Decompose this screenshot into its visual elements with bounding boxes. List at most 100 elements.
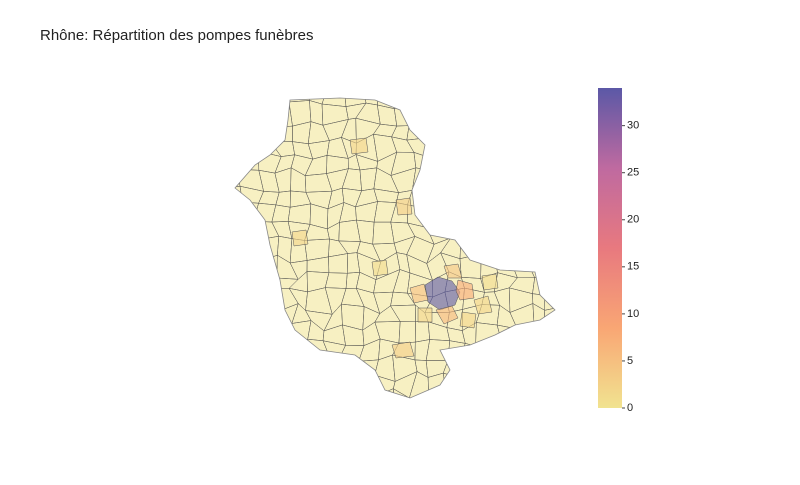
commune — [310, 406, 331, 429]
commune — [447, 398, 467, 412]
colorbar-tick-label: 10 — [627, 308, 639, 320]
commune — [542, 356, 555, 379]
commune — [461, 172, 484, 195]
commune — [258, 120, 272, 143]
commune-highlight — [391, 341, 415, 359]
commune — [512, 221, 533, 245]
commune — [425, 137, 447, 157]
commune — [235, 372, 248, 398]
commune — [496, 209, 518, 222]
commune-highlight — [435, 305, 459, 325]
commune — [549, 255, 555, 279]
commune — [411, 98, 427, 105]
commune — [271, 340, 298, 356]
department-outline — [234, 97, 556, 399]
commune — [235, 120, 242, 135]
commune — [514, 204, 533, 224]
commune — [242, 201, 259, 227]
commune — [542, 374, 555, 396]
commune — [508, 377, 535, 398]
commune — [441, 185, 462, 212]
commune — [339, 357, 359, 382]
commune — [294, 354, 315, 380]
commune — [379, 415, 400, 432]
commune — [459, 239, 485, 260]
commune — [562, 104, 584, 118]
commune — [560, 256, 587, 278]
commune — [561, 307, 584, 331]
commune — [309, 100, 324, 126]
commune — [544, 103, 555, 121]
commune — [493, 157, 513, 179]
commune — [443, 150, 469, 174]
commune — [493, 239, 514, 259]
commune — [565, 117, 585, 144]
commune-highlight — [459, 311, 477, 329]
commune — [462, 373, 484, 398]
commune — [494, 406, 509, 430]
commune — [474, 393, 495, 398]
commune — [235, 159, 244, 175]
map-area — [235, 86, 587, 432]
commune — [560, 188, 580, 212]
commune-highlight — [291, 229, 309, 247]
commune — [560, 373, 585, 396]
chart-title: Rhône: Répartition des pompes funèbres — [40, 27, 314, 44]
commune — [508, 356, 536, 379]
commune — [547, 223, 555, 243]
commune — [244, 311, 259, 325]
commune — [240, 134, 260, 161]
commune — [343, 408, 367, 424]
commune — [445, 201, 468, 227]
commune — [253, 321, 278, 342]
commune — [544, 275, 555, 297]
commune — [563, 408, 584, 432]
commune — [270, 125, 293, 143]
commune-highlight — [424, 276, 461, 311]
commune — [253, 388, 273, 398]
commune — [447, 340, 466, 361]
commune — [496, 106, 518, 123]
commune-highlight — [371, 259, 389, 277]
commune — [525, 186, 550, 206]
commune — [272, 409, 289, 429]
commune — [460, 98, 485, 111]
commune — [424, 98, 452, 103]
commune — [560, 175, 583, 195]
commune — [543, 169, 555, 189]
commune — [528, 154, 550, 173]
commune — [530, 377, 551, 398]
commune — [270, 354, 297, 382]
commune — [460, 225, 485, 244]
commune — [478, 220, 502, 244]
commune — [236, 150, 260, 171]
commune — [441, 169, 466, 195]
commune — [563, 331, 584, 348]
commune — [560, 395, 585, 415]
commune — [235, 201, 245, 227]
commune — [467, 406, 485, 425]
commune — [528, 137, 553, 161]
commune — [481, 98, 503, 111]
commune — [236, 120, 261, 139]
commune — [326, 390, 347, 398]
commune — [238, 220, 255, 244]
commune — [509, 388, 531, 398]
commune — [496, 116, 519, 142]
commune — [331, 406, 346, 428]
commune — [236, 101, 261, 122]
commune — [235, 345, 239, 366]
commune — [428, 397, 452, 398]
commune — [493, 378, 520, 395]
commune — [236, 356, 265, 380]
commune — [517, 327, 535, 343]
colorbar-tick-label: 5 — [627, 355, 633, 367]
commune — [425, 116, 447, 144]
commune — [425, 410, 451, 429]
commune — [525, 201, 550, 229]
commune — [339, 375, 366, 396]
commune — [235, 269, 241, 292]
commune — [562, 86, 584, 107]
commune — [483, 108, 503, 119]
commune — [237, 254, 260, 279]
